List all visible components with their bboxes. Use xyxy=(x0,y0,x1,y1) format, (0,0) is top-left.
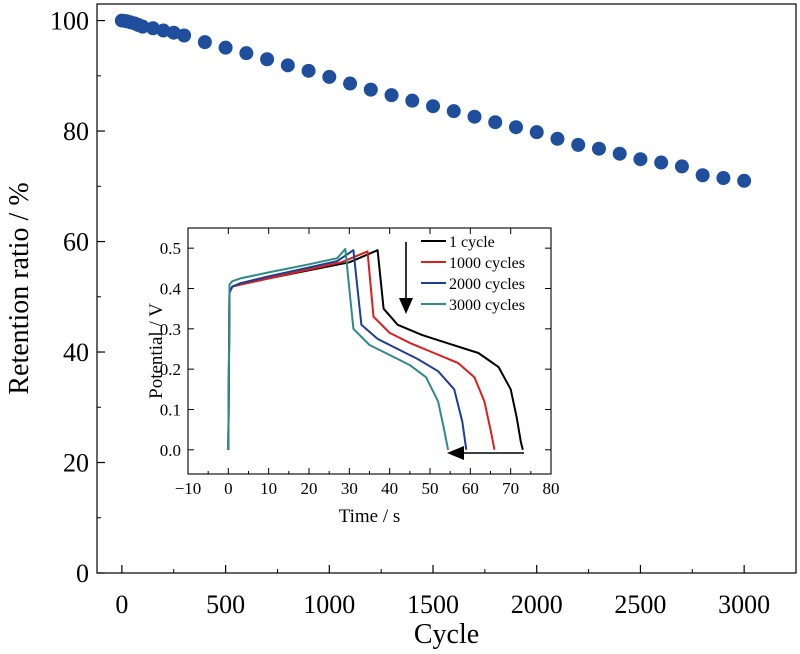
data-point xyxy=(737,173,752,188)
y-axis-title: Retention ratio / % xyxy=(4,182,35,394)
data-point xyxy=(550,131,565,146)
main-plot-frame xyxy=(96,3,797,574)
data-point xyxy=(654,155,669,170)
data-point xyxy=(467,109,482,124)
inset-x-tick-label: 20 xyxy=(301,479,318,498)
data-point xyxy=(218,40,233,55)
y-tick-label: 60 xyxy=(63,228,89,257)
x-tick-label: 1000 xyxy=(303,590,355,619)
inset-x-tick-label: 30 xyxy=(341,479,358,498)
data-point xyxy=(716,171,731,186)
x-tick-label: 3000 xyxy=(718,590,770,619)
x-tick-label: 500 xyxy=(206,590,245,619)
y-tick-label: 20 xyxy=(63,449,89,478)
x-tick-label: 2000 xyxy=(511,590,563,619)
inset-x-axis-title: Time / s xyxy=(339,506,401,527)
data-point xyxy=(280,58,295,73)
data-point xyxy=(488,115,503,130)
data-point xyxy=(301,63,316,78)
inset-y-tick-label: 0.2 xyxy=(160,360,181,379)
data-point xyxy=(260,52,275,67)
data-point xyxy=(695,168,710,183)
legend-label: 2000 cycles xyxy=(449,276,525,293)
inset-x-tick-label: 40 xyxy=(381,479,398,498)
inset-y-tick-label: 0.4 xyxy=(160,279,182,298)
data-point xyxy=(177,28,192,43)
x-tick-label: 2500 xyxy=(614,590,666,619)
inset-y-tick-label: 0.0 xyxy=(160,441,181,460)
y-tick-label: 80 xyxy=(63,117,89,146)
x-tick-label: 0 xyxy=(115,590,128,619)
inset-x-tick-label: 60 xyxy=(462,479,479,498)
inset-y-tick-label: 0.3 xyxy=(160,320,181,339)
legend-label: 1000 cycles xyxy=(449,255,525,272)
inset-x-tick-label: 10 xyxy=(260,479,277,498)
x-tick-label: 1500 xyxy=(407,590,459,619)
data-point xyxy=(322,69,337,84)
main-plot: 0 500 1000 1500 2000 2500 3000020406080100Cycl… xyxy=(4,3,797,650)
data-point xyxy=(508,120,523,135)
legend-label: 1 cycle xyxy=(449,234,495,251)
series-line xyxy=(227,248,450,450)
x-axis-title: Cycle xyxy=(414,619,479,650)
data-point xyxy=(633,152,648,167)
inset-x-tick-label: 0 xyxy=(224,479,233,498)
data-point xyxy=(343,76,358,91)
data-point xyxy=(591,141,606,156)
inset-x-tick-label: 80 xyxy=(543,479,560,498)
data-point xyxy=(405,93,420,108)
data-point xyxy=(446,104,461,119)
data-point xyxy=(426,99,441,114)
inset-y-axis-title: Potential / V xyxy=(146,303,167,399)
y-tick-label: 0 xyxy=(76,559,89,588)
data-point xyxy=(197,35,212,50)
data-point xyxy=(135,19,150,34)
data-point xyxy=(363,82,378,97)
inset-x-tick-label: 50 xyxy=(422,479,439,498)
series-line xyxy=(227,249,468,450)
inset-y-tick-label: 0.1 xyxy=(160,400,181,419)
data-point xyxy=(384,88,399,103)
data-point xyxy=(674,159,689,174)
left-arrow-head xyxy=(447,446,464,460)
inset-y-tick-label: 0.5 xyxy=(160,239,181,258)
inset-x-tick-label: −10 xyxy=(175,479,202,498)
y-tick-label: 100 xyxy=(50,7,89,36)
data-point xyxy=(529,125,544,140)
legend-label: 3000 cycles xyxy=(449,297,525,314)
inset-plot: −10 0 10 20 30 40 50 60 70 80 0.0 0.1 0.2 0.3 0.4 0.5 Ti… xyxy=(146,227,560,527)
y-tick-label: 40 xyxy=(63,338,89,367)
data-point xyxy=(612,146,627,161)
inset-x-tick-label: 70 xyxy=(502,479,519,498)
data-point xyxy=(571,137,586,152)
data-point xyxy=(239,46,254,61)
down-arrow-head xyxy=(399,298,413,314)
